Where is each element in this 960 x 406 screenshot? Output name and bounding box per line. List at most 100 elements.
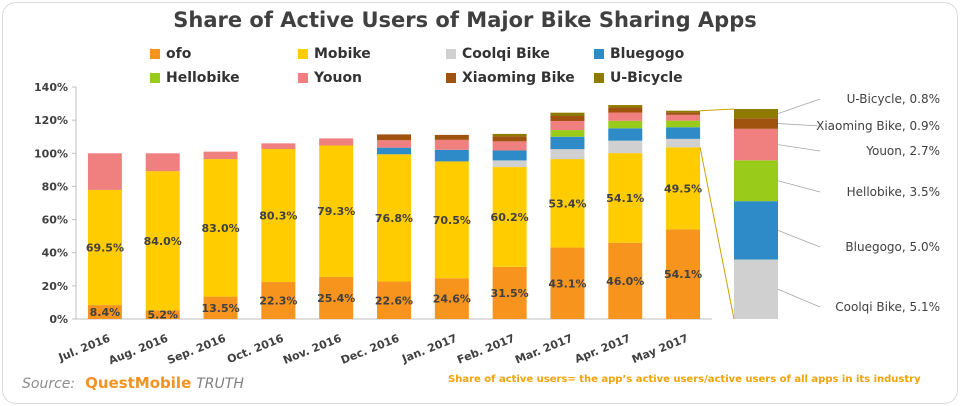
bar-segment-mobike (87, 189, 122, 306)
bar-segment-mobike (261, 148, 296, 283)
x-tick-label: Mar. 2017 (513, 332, 574, 367)
breakdown-label-u-bicycle: U-Bicycle, 0.8% (847, 92, 940, 106)
bar-segment-coolqi-bike (550, 149, 585, 160)
y-tick-label: 80% (42, 180, 68, 193)
bar-segment-ofo (377, 281, 411, 319)
y-tick-label: 120% (34, 114, 68, 127)
legend-item-xiaoming-bike: Xiaoming Bike (446, 70, 594, 86)
source-suffix: TRUTH (196, 376, 244, 392)
bar-segment-mobike (434, 161, 469, 279)
bar-segment-xiaoming-bike (608, 107, 643, 113)
y-tick-label: 40% (42, 247, 68, 260)
bar-segment-youon (492, 141, 527, 151)
x-tick-label: May 2017 (630, 332, 690, 366)
x-tick-label: Apr. 2017 (573, 332, 632, 366)
legend-item-mobike: Mobike (298, 46, 446, 62)
legend-label: Coolqi Bike (462, 46, 550, 62)
breakdown-segment-coolqi-bike (734, 259, 778, 319)
y-tick-label: 60% (42, 214, 68, 227)
bar-segment-hellobike (666, 120, 701, 128)
bar-segment-youon (608, 112, 643, 121)
x-tick-label: Jan. 2017 (399, 332, 459, 366)
legend-label: Xiaoming Bike (462, 70, 575, 86)
bar-segment-u-bicycle (550, 112, 585, 116)
bar-segment-bluegogo (550, 136, 585, 150)
legend-swatch (446, 73, 456, 83)
legend-label: Bluegogo (610, 46, 685, 62)
bar-segment-mobike (550, 159, 585, 248)
leader-line (777, 98, 821, 115)
bar-segment-ofo (492, 266, 527, 319)
legend-swatch (298, 49, 308, 59)
bar-segment-youon (87, 153, 122, 190)
bar-segment-u-bicycle (608, 105, 643, 108)
data-label-ofo: 43.1% (548, 277, 586, 290)
legend-item-hellobike: Hellobike (150, 70, 298, 86)
bar-segment-bluegogo (434, 149, 469, 162)
bar-segment-ofo (87, 305, 122, 319)
legend-item-bluegogo: Bluegogo (594, 46, 742, 62)
data-label-ofo: 46.0% (606, 275, 644, 288)
bar-segment-hellobike (550, 130, 585, 137)
data-label-mobike: 49.5% (664, 182, 702, 195)
data-label-mobike: 84.0% (144, 235, 182, 248)
connector-line-top (700, 108, 735, 112)
bar-segment-u-bicycle (492, 133, 527, 137)
x-tick-label: Aug. 2016 (107, 332, 170, 368)
bar-segment-mobike (203, 159, 238, 297)
bar-segment-mobike (666, 147, 701, 230)
data-label-ofo: 22.6% (375, 294, 413, 307)
bar-segment-mobike (492, 167, 527, 267)
leader-line (777, 144, 821, 152)
data-label-ofo: 22.3% (259, 295, 297, 308)
data-label-mobike: 80.3% (259, 210, 297, 223)
source-brand: QuestMobile (85, 374, 192, 392)
breakdown-segment-xiaoming-bike (734, 118, 778, 129)
bar-segment-ofo (550, 247, 585, 319)
legend-swatch (446, 49, 456, 59)
legend-item-ofo: ofo (150, 46, 298, 62)
bar-segment-youon (145, 153, 180, 172)
y-tick-label: 140% (34, 81, 68, 94)
bar-segment-youon (319, 138, 354, 146)
data-label-mobike: 70.5% (433, 214, 471, 227)
bar-segment-coolqi-bike (492, 160, 527, 168)
bar-segment-coolqi-bike (608, 140, 643, 154)
leader-line (777, 229, 821, 248)
bar-segment-youon (434, 139, 469, 150)
bar-segment-ofo (434, 278, 469, 319)
bar-segment-bluegogo (377, 147, 411, 155)
data-label-mobike: 76.8% (375, 212, 413, 225)
breakdown-label-hellobike: Hellobike, 3.5% (847, 185, 940, 199)
y-tick-label: 100% (34, 147, 68, 160)
bar-segment-mobike (377, 154, 411, 282)
chart-legend: ofo Mobike Coolqi Bike Bluegogo Hellobike You… (150, 46, 750, 86)
x-tick-label: Sep. 2016 (165, 332, 228, 367)
breakdown-segment-bluegogo (734, 201, 778, 260)
bar-segment-hellobike (608, 120, 643, 129)
bar-segment-ofo (261, 282, 296, 319)
bar-segment-youon (377, 140, 411, 148)
data-label-ofo: 8.4% (90, 306, 121, 319)
legend-item-youon: Youon (298, 70, 446, 86)
data-label-ofo: 25.4% (317, 292, 355, 305)
data-label-ofo: 5.2% (147, 309, 178, 322)
legend-label: U-Bicycle (610, 70, 683, 86)
legend-label: Youon (314, 70, 363, 86)
x-tick-label: Jul. 2016 (56, 332, 112, 365)
legend-item-coolqi-bike: Coolqi Bike (446, 46, 594, 62)
x-tick-label: Feb. 2017 (455, 332, 516, 367)
bar-segment-mobike (608, 153, 643, 243)
legend-swatch (150, 49, 160, 59)
bar-segment-bluegogo (608, 128, 643, 141)
breakdown-segment-u-bicycle (734, 109, 778, 119)
data-label-mobike: 69.5% (86, 241, 124, 254)
bar-segment-coolqi-bike (666, 138, 701, 148)
leader-line (777, 123, 821, 127)
breakdown-label-xiaoming-bike: Xiaoming Bike, 0.9% (816, 119, 940, 133)
source-label: Source: (22, 376, 76, 392)
bar-segment-mobike (319, 145, 354, 277)
breakdown-segment-hellobike (734, 160, 778, 202)
breakdown-label-coolqi-bike: Coolqi Bike, 5.1% (835, 300, 940, 314)
bar-segment-xiaoming-bike (377, 134, 411, 141)
